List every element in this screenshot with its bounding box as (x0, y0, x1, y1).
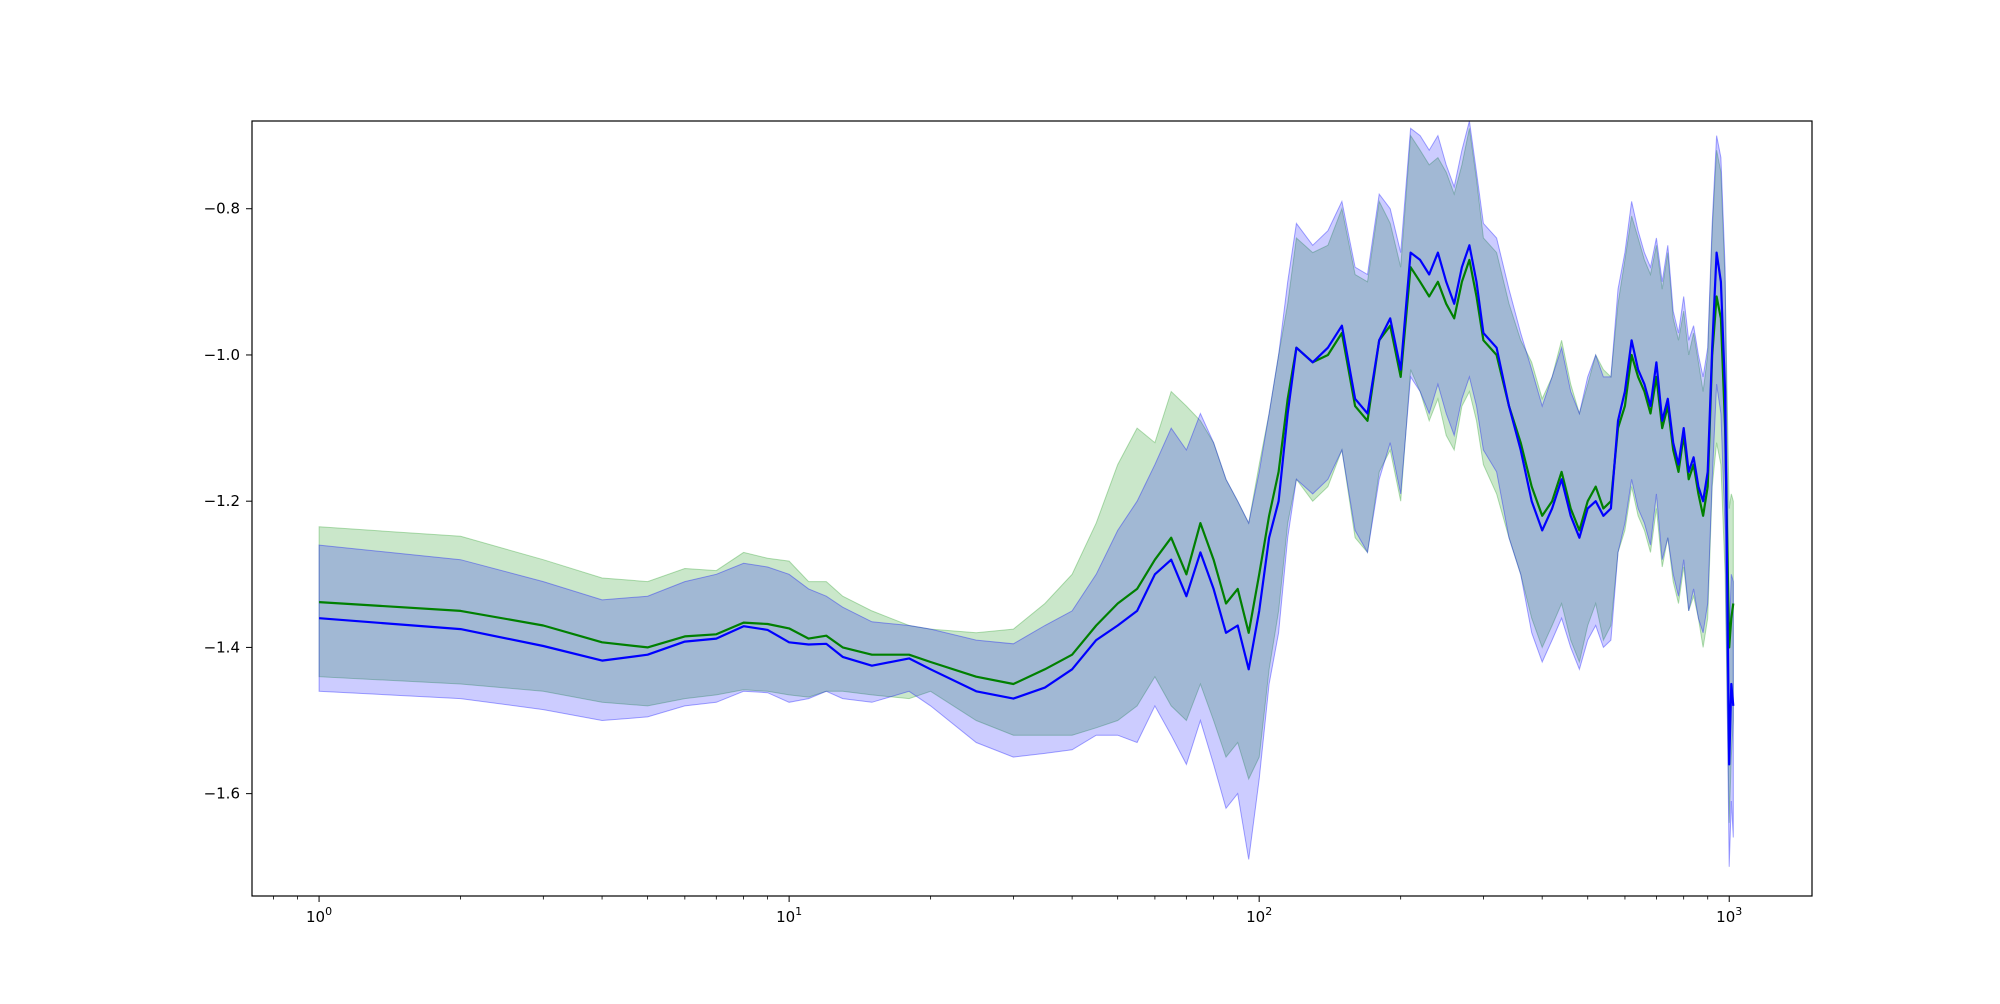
x-tick-label: 100 (306, 905, 332, 926)
y-tick-label: −1.2 (204, 492, 240, 510)
series-2-band (318, 120, 1734, 867)
y-tick-label: −1.4 (204, 638, 240, 656)
axes-frame (251, 120, 1813, 897)
y-tick-label: −0.8 (204, 200, 240, 218)
series-2-line (319, 244, 1735, 766)
y-tick-label: −1.6 (204, 785, 240, 803)
x-tick-label: 103 (1716, 905, 1742, 926)
axis-ticks: −1.6 −1.4 −1.2 −1.0 −0.8 100 101 102 103 (204, 200, 1743, 926)
plot-area (318, 120, 1735, 867)
x-tick-label: 102 (1246, 905, 1272, 926)
y-tick-label: −1.0 (204, 346, 240, 364)
x-tick-label: 101 (776, 905, 802, 926)
series-1-band (318, 128, 1734, 823)
